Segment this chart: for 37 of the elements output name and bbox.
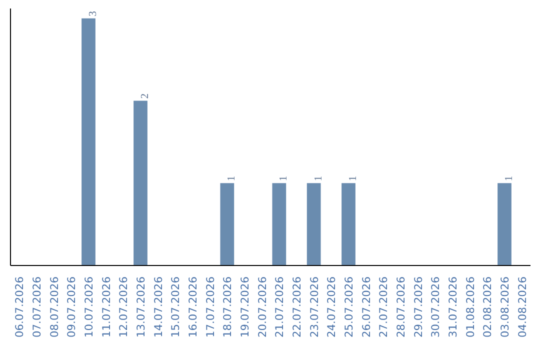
x-tick-label: 27.07.2026 (377, 276, 390, 338)
x-tick-label: 20.07.2026 (256, 276, 269, 338)
x-tick-label: 10.07.2026 (82, 276, 96, 338)
x-tick-label: 14.07.2026 (152, 276, 165, 338)
x-tick-label: 26.07.2026 (360, 276, 373, 338)
data-label: 1 (278, 176, 290, 182)
x-tick-label: 02.08.2026 (481, 276, 494, 338)
x-tick-label: 04.08.2026 (516, 276, 529, 338)
x-tick-label: 06.07.2026 (13, 276, 26, 338)
x-tick-label: 01.08.2026 (464, 276, 477, 338)
data-label: 2 (140, 93, 151, 99)
x-tick-label: 30.07.2026 (429, 276, 442, 338)
x-tick-label: 09.07.2026 (65, 276, 78, 338)
data-label: 1 (348, 176, 359, 182)
x-tick-label: 25.07.2026 (342, 276, 356, 338)
x-tick-label: 11.07.2026 (100, 276, 113, 338)
x-tick-label: 07.07.2026 (30, 276, 44, 338)
data-label: 1 (504, 176, 515, 182)
data-label: 1 (226, 176, 238, 182)
x-tick-label: 13.07.2026 (134, 276, 148, 338)
x-tick-label: 03.08.2026 (498, 276, 512, 338)
x-tick-label: 12.07.2026 (117, 276, 130, 338)
x-tick-label: 24.07.2026 (325, 276, 338, 338)
x-tick-label: 19.07.2026 (238, 276, 252, 338)
x-tick-label: 22.07.2026 (290, 276, 304, 338)
data-label: 3 (88, 11, 99, 16)
data-label: 1 (313, 176, 324, 182)
x-tick-label: 15.07.2026 (169, 276, 182, 338)
x-tick-label: 29.07.2026 (412, 276, 425, 338)
x-tick-label: 31.07.2026 (446, 276, 460, 338)
x-tick-label: 23.07.2026 (308, 276, 321, 338)
x-tick-label: 28.07.2026 (394, 276, 408, 338)
x-tick-label: 17.07.2026 (204, 276, 217, 338)
x-tick-label: 08.07.2026 (48, 276, 61, 338)
x-tick-label: 21.07.2026 (273, 276, 286, 338)
x-tick-label: 16.07.2026 (186, 276, 200, 338)
x-tick-label: 18.07.2026 (221, 276, 234, 338)
